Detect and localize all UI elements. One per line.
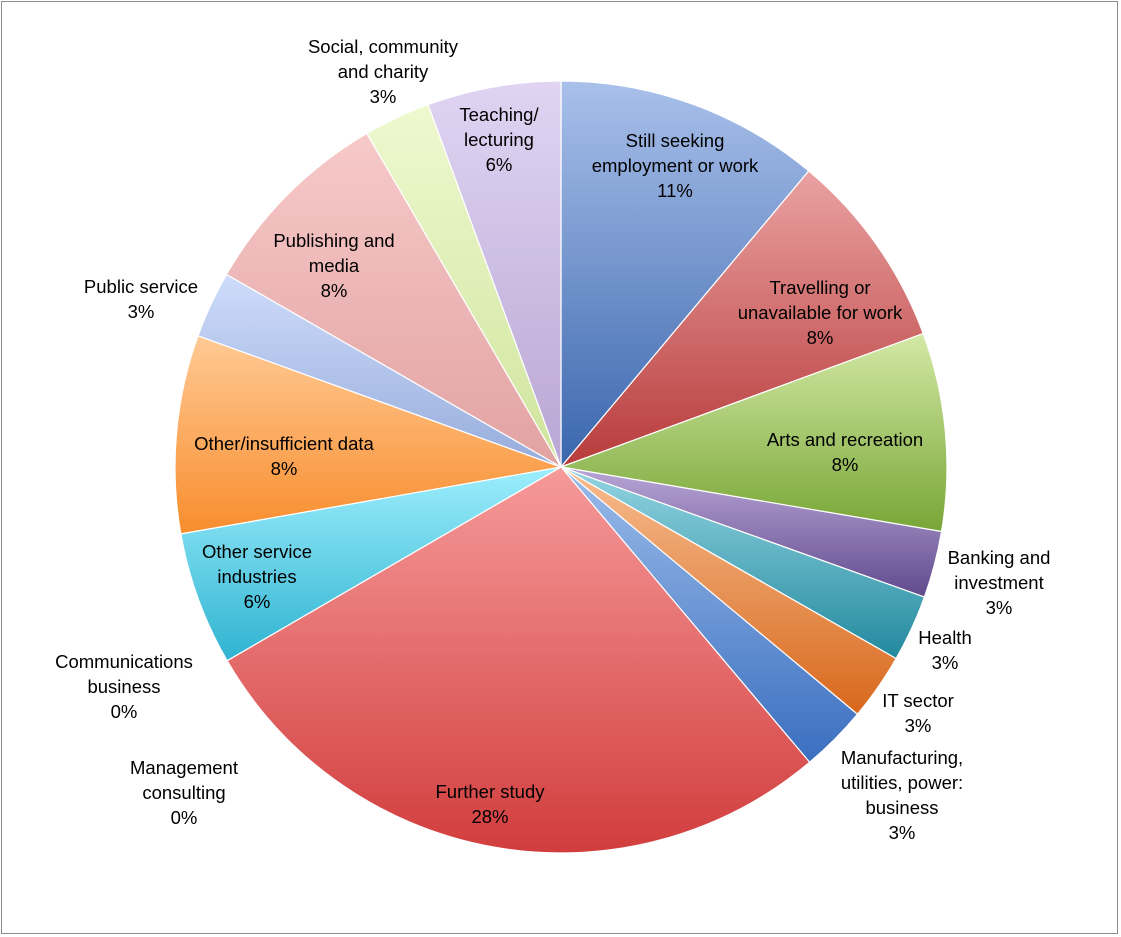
- slice-category-label: Other service: [202, 541, 312, 562]
- pie-slice-other-insufficient-data: [174, 335, 564, 535]
- slice-category-label: Other/insufficient data: [194, 433, 374, 454]
- slice-category-label: Public service: [84, 276, 198, 297]
- slice-category-label: Arts and recreation: [767, 429, 923, 450]
- slice-value-label: 8%: [807, 327, 834, 348]
- slice-label-management-consulting: Management consulting 0%: [130, 757, 238, 828]
- slice-category-label: IT sector: [882, 690, 954, 711]
- slice-value-label: 6%: [486, 154, 513, 175]
- slice-category-label: Banking and: [948, 547, 1051, 568]
- slice-category-label: Manufacturing,: [841, 747, 963, 768]
- slice-label-publishing-and-media: Publishing and media 8%: [273, 230, 394, 301]
- slice-value-label: 8%: [271, 458, 298, 479]
- pie-slice-still-seeking-employment-or-work: [560, 80, 810, 469]
- slice-category-label: Publishing and: [273, 230, 394, 251]
- slice-category-label: Travelling or: [769, 277, 870, 298]
- slice-value-label: 0%: [171, 807, 198, 828]
- slice-category-label: lecturing: [464, 129, 534, 150]
- slice-label-other-service-industries: Other service industries 6%: [202, 541, 312, 612]
- slice-category-label: investment: [954, 572, 1043, 593]
- slices-layer: [174, 80, 948, 854]
- slice-value-label: 6%: [244, 591, 271, 612]
- slice-label-travelling-or-unavailable-for-work: Travelling or unavailable for work 8%: [738, 277, 903, 348]
- slice-label-other-insufficient-data: Other/insufficient data 8%: [194, 433, 374, 479]
- slice-label-social-community-and-charity: Social, community and charity 3%: [308, 36, 459, 107]
- slice-category-label: Further study: [436, 781, 546, 802]
- slice-value-label: 3%: [128, 301, 155, 322]
- slice-category-label: Management: [130, 757, 238, 778]
- slice-value-label: 8%: [832, 454, 859, 475]
- slice-category-label: Communications: [55, 651, 193, 672]
- slice-category-label: business: [865, 797, 938, 818]
- pie-slice-teaching-lecturing: [427, 80, 562, 468]
- slice-category-label: Still seeking: [626, 130, 725, 151]
- slice-value-label: 3%: [889, 822, 916, 843]
- slice-category-label: and charity: [338, 61, 429, 82]
- slice-label-teaching-lecturing: Teaching/lecturing 6%: [459, 104, 539, 175]
- slice-value-label: 3%: [932, 652, 959, 673]
- slice-category-label: unavailable for work: [738, 302, 903, 323]
- slice-label-banking-and-investment: Banking and investment 3%: [948, 547, 1051, 618]
- slice-value-label: 0%: [111, 701, 138, 722]
- slice-label-further-study: Further study 28%: [436, 781, 546, 827]
- slice-label-arts-and-recreation: Arts and recreation 8%: [767, 429, 923, 475]
- slice-category-label: employment or work: [592, 155, 759, 176]
- slice-label-communications-business: Communications business 0%: [55, 651, 193, 722]
- slice-category-label: business: [87, 676, 160, 697]
- slice-label-manufacturing-utilities-power-business: Manufacturing, utilities, power: business 3…: [841, 747, 963, 843]
- slice-category-label: Teaching/: [459, 104, 539, 125]
- pie-slice-other-service-industries: [180, 466, 562, 662]
- slice-category-label: Health: [918, 627, 971, 648]
- slice-category-label: consulting: [142, 782, 225, 803]
- slice-category-label: Social, community: [308, 36, 459, 57]
- pie-slice-arts-and-recreation: [558, 332, 948, 533]
- slice-label-it-sector: IT sector 3%: [882, 690, 954, 736]
- slice-label-still-seeking-employment-or-work: Still seeking employment or work 11%: [592, 130, 759, 201]
- slice-category-label: utilities, power:: [841, 772, 963, 793]
- pie-slice-travelling-or-unavailable-for-work: [559, 170, 924, 469]
- slice-value-label: 3%: [370, 86, 397, 107]
- slice-category-label: industries: [217, 566, 296, 587]
- slice-category-label: media: [309, 255, 360, 276]
- pie-slice-further-study: [226, 466, 811, 854]
- slice-label-health: Health 3%: [918, 627, 971, 673]
- slice-value-label: 28%: [471, 806, 508, 827]
- slice-value-label: 8%: [321, 280, 348, 301]
- pie-slice-publishing-and-media: [225, 132, 563, 469]
- slice-value-label: 11%: [657, 180, 693, 201]
- slice-value-label: 3%: [905, 715, 932, 736]
- slice-value-label: 3%: [986, 597, 1013, 618]
- slice-label-public-service: Public service 3%: [84, 276, 198, 322]
- labels-layer: Still seeking employment or work 11% Travel…: [55, 36, 1050, 843]
